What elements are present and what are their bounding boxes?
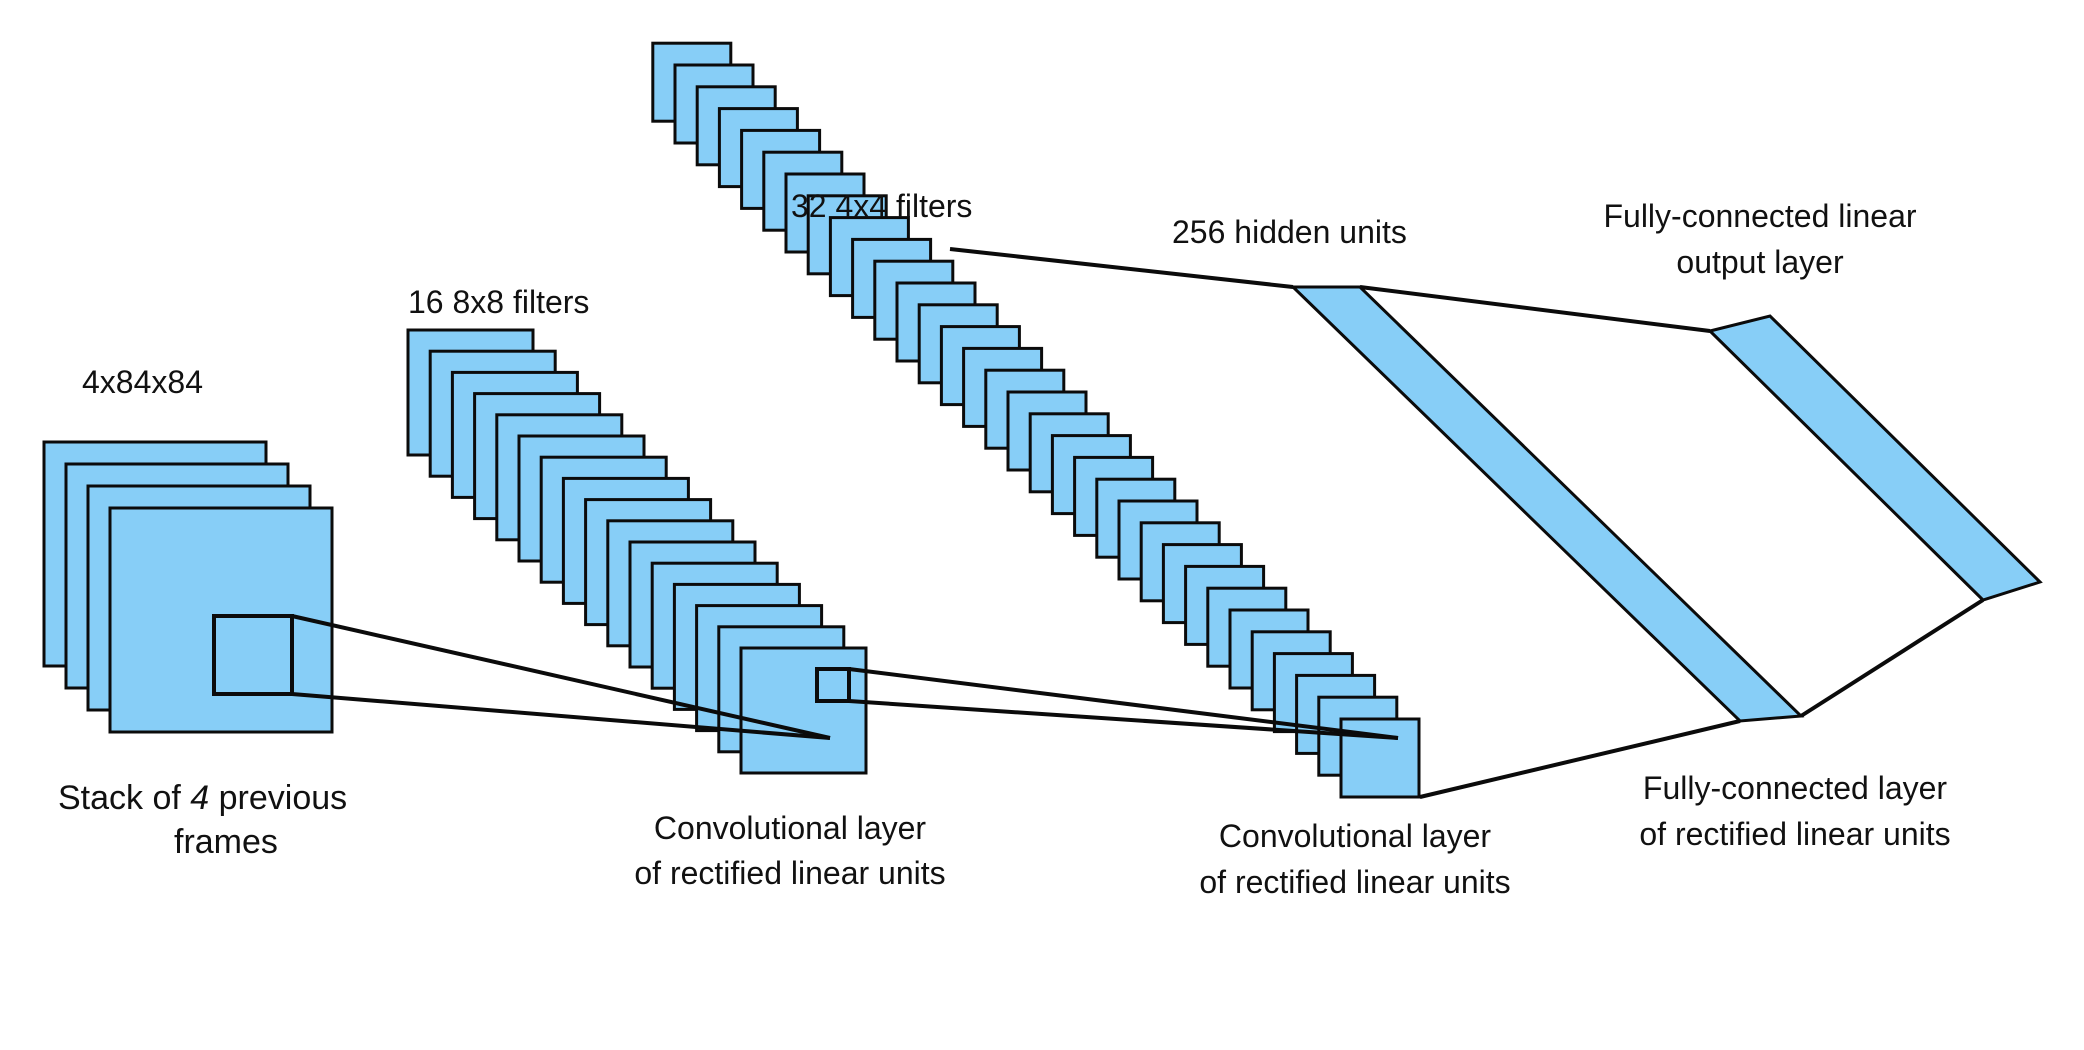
input-caption-em: 4 — [190, 779, 210, 817]
hidden-to-output-line-top — [1359, 285, 1711, 333]
input-to-conv1-line-bottom — [291, 692, 831, 740]
hidden-to-output-line-bottom — [1799, 598, 1985, 718]
input-caption: Stack of 4 previous — [58, 776, 347, 821]
conv2-to-hidden-line-bottom — [1419, 719, 1741, 799]
input-receptive-field — [212, 614, 294, 696]
fc-caption-line2: of rectified linear units — [1639, 816, 1951, 852]
input-to-conv1-line-top — [291, 614, 831, 740]
conv1-feature-map — [739, 646, 868, 775]
conv1-to-conv2-line-bottom — [848, 699, 1399, 740]
connection-lines — [212, 247, 1985, 799]
hidden-layer-bar — [1289, 285, 1805, 723]
input-caption-post: previous — [209, 779, 348, 817]
input-frame-map — [108, 506, 334, 734]
conv2-feature-map — [1339, 717, 1421, 799]
input-size-label: 4x84x84 — [82, 364, 203, 400]
conv1-filters-label: 16 8x8 filters — [408, 284, 590, 320]
conv1-feature-maps — [406, 328, 868, 775]
conv2-feature-maps — [651, 41, 1421, 799]
conv2-to-hidden-line-top — [949, 247, 1294, 289]
output-caption-line2: output layer — [1676, 244, 1844, 280]
hidden-units-label: 256 hidden units — [1172, 214, 1407, 250]
conv1-to-conv2-line-top — [848, 667, 1399, 740]
output-caption-line1: Fully-connected linear — [1603, 198, 1917, 234]
output-layer-bar — [1707, 314, 2043, 602]
conv2-caption-line1: Convolutional layer — [1218, 818, 1492, 854]
conv1-receptive-field — [815, 667, 851, 703]
conv2-filters-label: 32 4x4 filters — [791, 188, 973, 224]
conv2-caption-line2: of rectified linear units — [1199, 864, 1511, 900]
conv1-caption-line1: Convolutional layer — [653, 810, 927, 846]
input-caption-pre: Stack of — [58, 779, 191, 817]
fc-caption-line1: Fully-connected layer — [1642, 770, 1948, 806]
input-frames-stack — [42, 440, 334, 734]
input-caption-line2: frames — [174, 823, 278, 861]
conv1-caption-line2: of rectified linear units — [634, 855, 946, 891]
